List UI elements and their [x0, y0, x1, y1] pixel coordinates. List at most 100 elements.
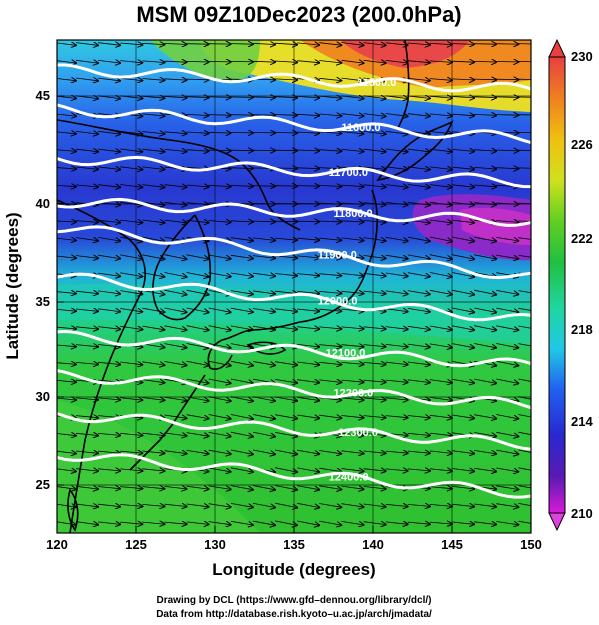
- contour-label: 12000.0: [318, 296, 358, 308]
- wind-arrow: [142, 132, 164, 134]
- wind-arrow: [474, 167, 496, 169]
- wind-arrow: [385, 43, 408, 45]
- wind-arrow: [98, 487, 120, 489]
- wind-arrow: [275, 115, 297, 116]
- wind-arrow: [319, 467, 341, 471]
- wind-arrow: [452, 44, 474, 45]
- wind-arrow: [164, 132, 187, 134]
- wind-arrow: [429, 220, 452, 223]
- wind-arrow: [496, 503, 518, 507]
- wind-arrow: [407, 149, 430, 152]
- wind-arrow: [186, 79, 209, 80]
- wind-arrow: [452, 522, 474, 524]
- wind-arrow: [297, 467, 319, 472]
- wind-arrow: [496, 237, 518, 241]
- wind-arrow: [75, 433, 98, 435]
- wind-arrow: [75, 362, 98, 364]
- wind-arrow: [429, 380, 452, 383]
- wind-arrow: [186, 289, 209, 294]
- wind-arrow: [252, 273, 275, 276]
- wind-arrow: [252, 186, 275, 187]
- wind-arrow: [297, 502, 319, 507]
- wind-arrow: [518, 43, 531, 45]
- height-contour-line: [57, 453, 531, 499]
- wind-arrow: [407, 469, 430, 471]
- wind-arrow: [452, 79, 474, 80]
- wind-arrow: [474, 203, 496, 205]
- wind-arrow: [518, 396, 531, 400]
- wind-arrow: [452, 307, 474, 312]
- wind-arrow: [474, 307, 496, 312]
- wind-arrow: [429, 289, 452, 294]
- wind-arrow: [75, 486, 98, 489]
- wind-arrow: [407, 78, 430, 80]
- wind-arrow: [452, 185, 474, 187]
- wind-arrow: [275, 256, 297, 258]
- wind-arrow: [186, 414, 209, 419]
- wind-arrow: [518, 325, 531, 329]
- wind-arrow: [496, 97, 518, 98]
- wind-arrow: [496, 467, 518, 472]
- wind-arrow: [164, 185, 187, 187]
- wind-arrow: [230, 325, 253, 330]
- wind-arrow: [363, 238, 386, 241]
- wind-arrow: [120, 469, 142, 471]
- wind-arrow: [75, 60, 98, 63]
- wind-arrow: [429, 61, 452, 63]
- wind-arrow: [341, 43, 364, 46]
- wind-arrow: [474, 378, 496, 383]
- wind-arrow: [341, 238, 364, 241]
- wind-arrow: [230, 307, 253, 312]
- wind-arrow: [186, 44, 209, 45]
- wind-arrow: [142, 167, 164, 170]
- wind-arrow: [429, 522, 452, 524]
- x-tick-label: 140: [362, 537, 384, 552]
- wind-arrow: [319, 238, 341, 240]
- wind-arrow: [230, 238, 253, 241]
- wind-arrow: [363, 416, 386, 418]
- wind-arrow: [496, 168, 518, 169]
- wind-arrow: [407, 522, 430, 524]
- wind-arrow: [208, 221, 231, 223]
- wind-arrow: [518, 61, 531, 63]
- wind-arrow: [142, 469, 164, 471]
- wind-arrow: [363, 131, 386, 134]
- height-contour-line: [57, 155, 531, 189]
- wind-arrow: [452, 149, 474, 151]
- contour-label: 11900.0: [318, 250, 357, 262]
- wind-arrow: [297, 150, 319, 151]
- wind-arrow: [363, 255, 386, 258]
- wind-arrow: [452, 289, 474, 294]
- wind-arrow: [252, 203, 275, 204]
- wind-arrow: [407, 433, 430, 435]
- wind-arrow: [230, 343, 253, 348]
- colorbar-bottom-arrow: [548, 512, 566, 532]
- wind-arrow: [407, 272, 430, 277]
- wind-arrow: [319, 132, 341, 134]
- wind-arrow: [496, 79, 518, 80]
- wind-arrow: [429, 96, 452, 98]
- wind-arrow: [407, 326, 430, 329]
- wind-arrow: [319, 168, 341, 169]
- wind-arrow: [142, 149, 164, 152]
- wind-arrow: [385, 362, 408, 364]
- wind-arrow: [98, 273, 120, 276]
- wind-arrow: [142, 185, 164, 188]
- wind-arrow: [120, 272, 142, 277]
- plot-area: 11500.0 11600.0 11700.0 11800.0 11900.0 12000…: [57, 40, 531, 533]
- wind-arrow: [496, 522, 518, 525]
- wind-arrow: [385, 504, 408, 506]
- wind-arrow: [186, 343, 209, 348]
- wind-arrow: [252, 396, 275, 401]
- wind-arrow: [297, 43, 319, 45]
- wind-arrow: [142, 522, 164, 524]
- wind-arrow: [341, 521, 364, 525]
- wind-arrow: [385, 380, 408, 382]
- wind-arrow: [319, 451, 341, 454]
- wind-arrow: [208, 254, 231, 259]
- wind-arrow: [164, 61, 187, 62]
- wind-arrow: [186, 220, 209, 222]
- wind-arrow: [385, 273, 408, 276]
- wind-arrow: [518, 449, 531, 453]
